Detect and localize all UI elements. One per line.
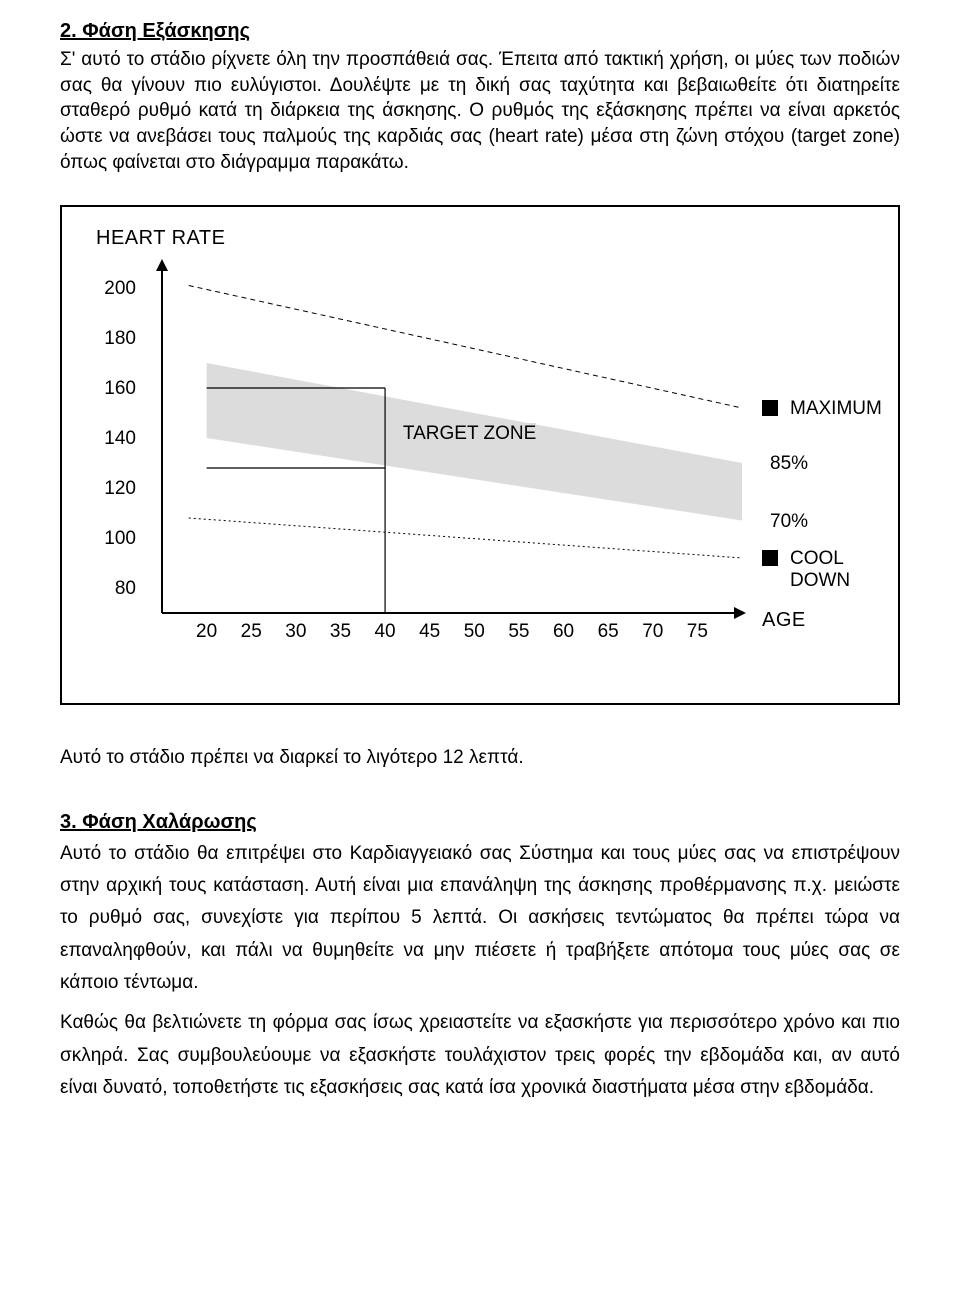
p70-label: 70%: [770, 511, 808, 533]
section3-p1: Αυτό το στάδιο θα επιτρέψει στο Καρδιαγγ…: [60, 838, 900, 999]
x-tick-label: 50: [459, 621, 489, 643]
maximum-marker: [762, 400, 778, 416]
x-axis-title: AGE: [762, 609, 806, 632]
x-tick-label: 40: [370, 621, 400, 643]
p85-label: 85%: [770, 453, 808, 475]
y-tick-label: 140: [86, 428, 136, 450]
x-tick-label: 35: [325, 621, 355, 643]
y-tick-label: 80: [86, 578, 136, 600]
target-zone-label: TARGET ZONE: [403, 423, 536, 445]
section2-title: 2. Φάση Εξάσκησης: [60, 20, 900, 43]
after-chart-text: Αυτό το στάδιο πρέπει να διαρκεί το λιγό…: [60, 745, 900, 771]
y-axis-title: HEART RATE: [96, 227, 225, 250]
x-tick-label: 60: [549, 621, 579, 643]
y-tick-label: 120: [86, 478, 136, 500]
maximum-label: MAXIMUM: [790, 398, 882, 420]
cooldown-label: COOL DOWN: [790, 548, 888, 592]
cooldown-marker: [762, 550, 778, 566]
y-tick-label: 180: [86, 328, 136, 350]
x-tick-label: 55: [504, 621, 534, 643]
section3-title: 3. Φάση Χαλάρωσης: [60, 811, 900, 834]
chart-inner: HEART RATE 200 180 160 140 120 100 80: [72, 223, 888, 683]
x-tick-label: 45: [415, 621, 445, 643]
x-tick-label: 65: [593, 621, 623, 643]
x-tick-label: 75: [682, 621, 712, 643]
section3-p2: Καθώς θα βελτιώνετε τη φόρμα σας ίσως χρ…: [60, 1007, 900, 1104]
x-tick-label: 25: [236, 621, 266, 643]
cooldown-line: [189, 518, 742, 558]
x-arrow: [734, 607, 746, 619]
heart-rate-chart: HEART RATE 200 180 160 140 120 100 80: [60, 205, 900, 705]
section2-paragraph: Σ' αυτό το στάδιο ρίχνετε όλη την προσπά…: [60, 47, 900, 175]
y-tick-label: 200: [86, 278, 136, 300]
y-tick-label: 100: [86, 528, 136, 550]
x-tick-label: 70: [638, 621, 668, 643]
y-tick-label: 160: [86, 378, 136, 400]
x-tick-label: 20: [192, 621, 222, 643]
y-arrow: [156, 259, 168, 271]
x-tick-label: 30: [281, 621, 311, 643]
